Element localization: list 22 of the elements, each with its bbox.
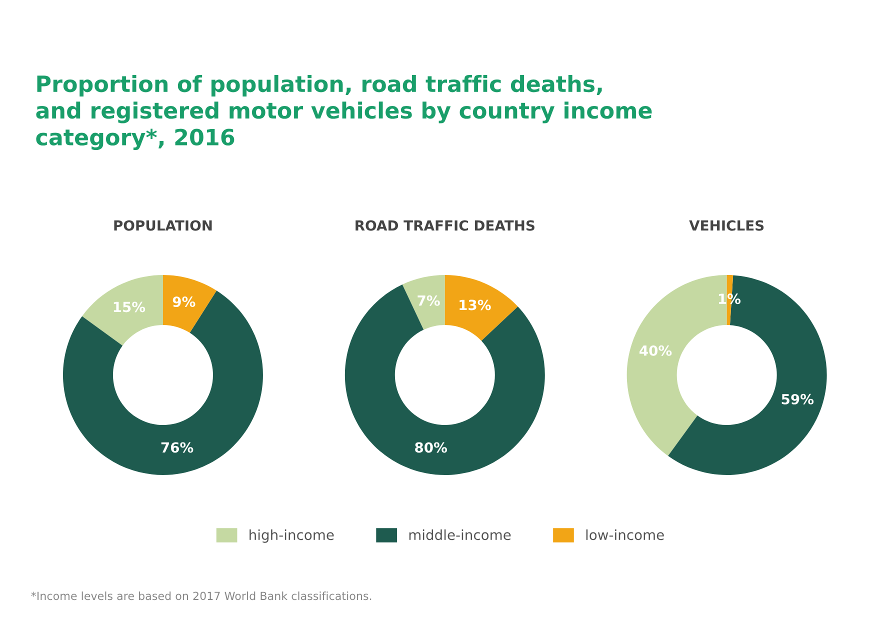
legend-label: middle-income xyxy=(409,529,511,540)
donut-slice xyxy=(402,275,445,330)
data-label: 59% xyxy=(782,394,814,404)
text: Proportion of population, road traffic deaths, and registered motor vehicles by country income category*, 2016 xyxy=(36,75,652,150)
chart-title: ROAD TRAFFIC DEATHS xyxy=(356,220,534,231)
chart-title: POPULATION xyxy=(114,220,212,231)
data-label: 15% xyxy=(114,302,146,312)
data-label: 7% xyxy=(418,295,440,306)
donut-slice xyxy=(444,275,518,341)
donut-slice xyxy=(82,275,163,346)
donut-slice xyxy=(162,275,217,333)
donut-slice xyxy=(344,284,545,475)
chart-title: VEHICLES xyxy=(689,220,764,231)
data-label: 13% xyxy=(460,300,491,310)
legend-label: low-income xyxy=(586,529,664,540)
legend-label: high-income xyxy=(250,529,334,543)
data-label: 80% xyxy=(415,442,448,453)
data-label: 40% xyxy=(640,345,672,356)
text: *Income levels are based on 2017 World Bank classifications. xyxy=(31,592,372,600)
data-label: 9% xyxy=(172,296,196,308)
donut-slice xyxy=(62,290,263,475)
data-label: 76% xyxy=(161,442,194,453)
